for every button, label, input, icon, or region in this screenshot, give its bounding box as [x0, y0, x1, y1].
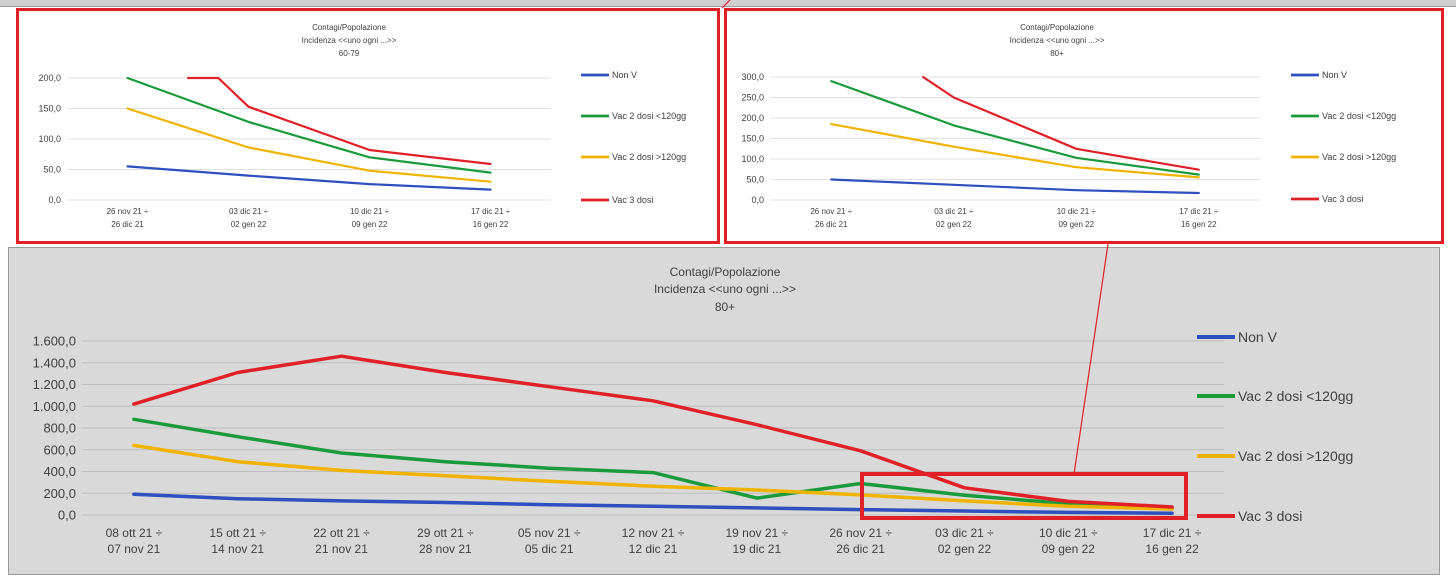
series-line: [830, 79, 1200, 176]
series-line: [922, 75, 1200, 171]
x-tick-label: 26 dic 21: [815, 220, 848, 229]
x-tick-label: 10 dic 21 ÷: [1057, 207, 1097, 216]
y-tick-label: 0,0: [58, 508, 76, 523]
x-tick-label: 26 nov 21 ÷: [107, 207, 149, 216]
y-tick-label: 50,0: [43, 165, 61, 175]
x-tick-label: 03 dic 21 ÷: [934, 207, 974, 216]
chart-subtitle-age: 80+: [1050, 49, 1064, 58]
legend-label: Vac 2 dosi >120gg: [612, 152, 686, 162]
series-line: [126, 76, 492, 174]
x-tick-label: 15 ott 21 ÷: [209, 526, 266, 540]
y-tick-label: 150,0: [38, 104, 61, 114]
legend-label: Vac 2 dosi >120gg: [1322, 152, 1396, 162]
series-line: [132, 354, 1174, 509]
x-tick-label: 02 gen 22: [231, 220, 267, 229]
x-tick-label: 02 gen 22: [938, 542, 992, 556]
x-tick-label: 28 nov 21: [419, 542, 472, 556]
y-tick-label: 800,0: [43, 421, 76, 436]
x-tick-label: 05 dic 21: [525, 542, 574, 556]
x-tick-label: 03 dic 21 ÷: [229, 207, 269, 216]
y-tick-label: 200,0: [38, 73, 61, 83]
y-tick-label: 400,0: [43, 464, 76, 479]
x-tick-label: 09 gen 22: [1042, 542, 1096, 556]
chart-panel-60-79: Contagi/Popolazione Incidenza <<uno ogni …: [16, 8, 720, 244]
chart-80plus-zoom: Contagi/Popolazione Incidenza <<uno ogni …: [741, 23, 1396, 229]
series-line: [830, 122, 1200, 179]
chart-80plus-full: Contagi/Popolazione Incidenza <<uno ogni …: [33, 265, 1354, 556]
legend-label: Vac 2 dosi <120gg: [1238, 388, 1353, 404]
x-tick-label: 10 dic 21 ÷: [350, 207, 390, 216]
y-tick-label: 600,0: [43, 442, 76, 457]
x-tick-label: 12 dic 21: [629, 542, 678, 556]
series-line: [186, 76, 492, 166]
x-tick-label: 09 gen 22: [1058, 220, 1094, 229]
x-tick-label: 26 dic 21: [836, 542, 885, 556]
x-tick-label: 17 dic 21 ÷: [1179, 207, 1219, 216]
x-tick-label: 26 nov 21 ÷: [829, 526, 892, 540]
chart-subtitle: Incidenza <<uno ogni ...>>: [1010, 36, 1105, 45]
y-tick-label: 1.000,0: [33, 399, 76, 414]
legend-label: Vac 3 dosi: [612, 195, 653, 205]
y-tick-label: 0,0: [751, 195, 764, 205]
x-tick-label: 26 nov 21 ÷: [810, 207, 852, 216]
x-tick-label: 10 dic 21 ÷: [1039, 526, 1098, 540]
x-tick-label: 08 ott 21 ÷: [106, 526, 163, 540]
legend-label: Vac 3 dosi: [1238, 508, 1302, 524]
y-tick-label: 1.400,0: [33, 355, 76, 370]
chart-panel-80plus-zoom: Contagi/Popolazione Incidenza <<uno ogni …: [724, 8, 1444, 244]
x-tick-label: 17 dic 21 ÷: [471, 207, 511, 216]
x-tick-label: 21 nov 21: [315, 542, 368, 556]
x-tick-label: 14 nov 21: [211, 542, 264, 556]
series-line: [830, 178, 1200, 195]
y-tick-label: 1.200,0: [33, 377, 76, 392]
y-tick-label: 150,0: [741, 134, 764, 144]
x-tick-label: 17 dic 21 ÷: [1143, 526, 1202, 540]
x-tick-label: 19 nov 21 ÷: [725, 526, 788, 540]
x-tick-label: 12 nov 21 ÷: [622, 526, 685, 540]
chart-panel-80plus-full: Contagi/Popolazione Incidenza <<uno ogni …: [8, 247, 1440, 575]
legend-label: Non V: [1238, 329, 1278, 345]
x-tick-label: 16 gen 22: [473, 220, 509, 229]
legend-label: Vac 2 dosi <120gg: [612, 111, 686, 121]
x-tick-label: 16 gen 22: [1145, 542, 1199, 556]
x-tick-label: 02 gen 22: [936, 220, 972, 229]
y-tick-label: 250,0: [741, 93, 764, 103]
y-tick-label: 300,0: [741, 72, 764, 82]
legend-label: Vac 2 dosi >120gg: [1238, 448, 1353, 464]
x-tick-label: 29 ott 21 ÷: [417, 526, 474, 540]
y-tick-label: 1.600,0: [33, 334, 76, 349]
y-tick-label: 100,0: [38, 134, 61, 144]
chart-title: Contagi/Popolazione: [312, 23, 386, 32]
chart-subtitle-age: 80+: [715, 300, 735, 314]
window-top-strip: [0, 0, 1456, 7]
chart-subtitle: Incidenza <<uno ogni ...>>: [302, 36, 397, 45]
x-tick-label: 16 gen 22: [1181, 220, 1217, 229]
chart-subtitle-age: 60-79: [339, 49, 360, 58]
series-line: [126, 165, 492, 191]
y-tick-label: 50,0: [746, 175, 764, 185]
legend-label: Non V: [612, 70, 637, 80]
chart-title: Contagi/Popolazione: [1020, 23, 1094, 32]
y-tick-label: 0,0: [48, 195, 61, 205]
legend-label: Vac 2 dosi <120gg: [1322, 111, 1396, 121]
x-tick-label: 19 dic 21: [732, 542, 781, 556]
x-tick-label: 03 dic 21 ÷: [935, 526, 994, 540]
legend-label: Vac 3 dosi: [1322, 194, 1363, 204]
x-tick-label: 26 dic 21: [111, 220, 144, 229]
x-tick-label: 07 nov 21: [108, 542, 161, 556]
chart-title: Contagi/Popolazione: [670, 265, 781, 279]
y-tick-label: 200,0: [43, 486, 76, 501]
y-tick-label: 100,0: [741, 154, 764, 164]
legend-label: Non V: [1322, 70, 1347, 80]
x-tick-label: 22 ott 21 ÷: [313, 526, 370, 540]
x-tick-label: 09 gen 22: [352, 220, 388, 229]
series-line: [126, 107, 492, 183]
y-tick-label: 200,0: [741, 113, 764, 123]
x-tick-label: 05 nov 21 ÷: [518, 526, 581, 540]
chart-60-79: Contagi/Popolazione Incidenza <<uno ogni …: [38, 23, 686, 229]
chart-subtitle: Incidenza <<uno ogni ...>>: [654, 282, 796, 296]
